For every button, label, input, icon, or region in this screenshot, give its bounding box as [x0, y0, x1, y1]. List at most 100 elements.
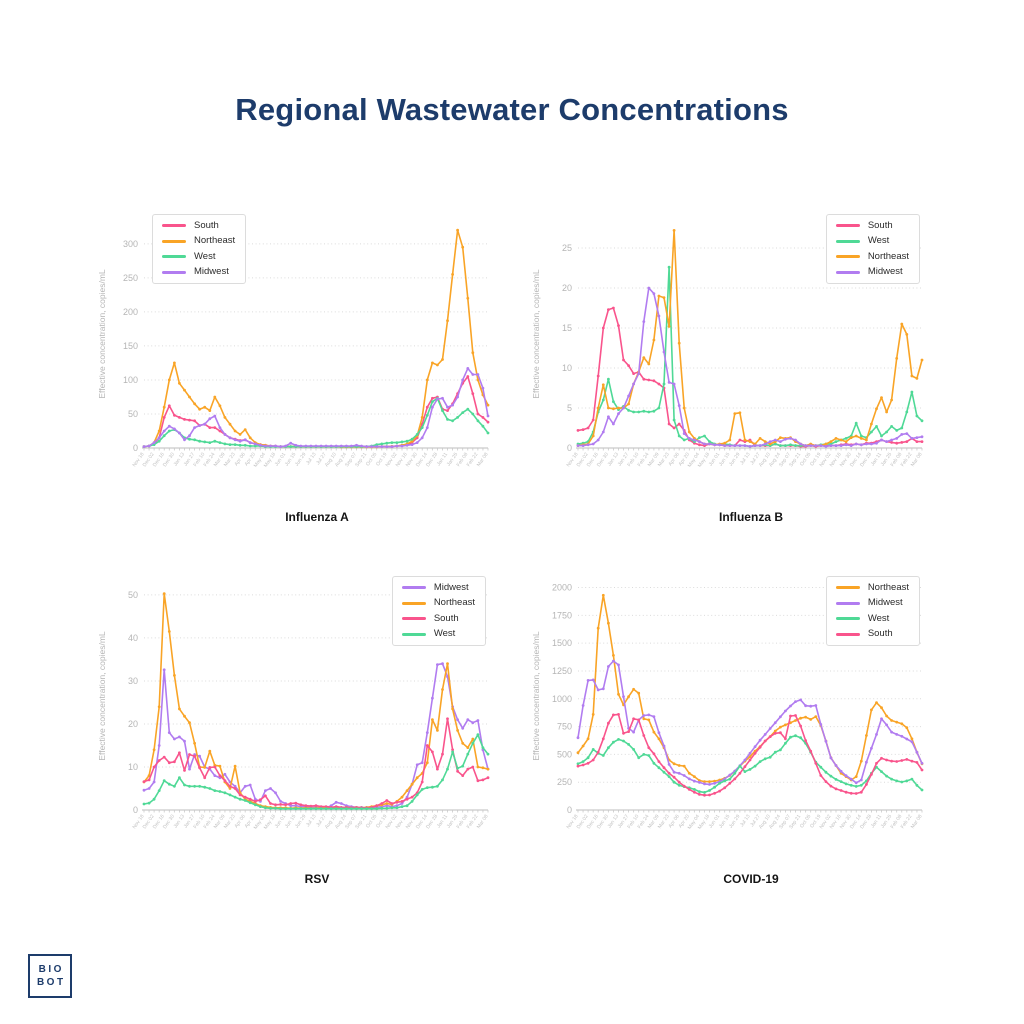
data-point-midwest	[819, 723, 823, 726]
legend-label-midwest: Midwest	[867, 597, 903, 609]
data-point-west	[657, 406, 661, 410]
data-point-midwest	[304, 444, 308, 448]
data-point-west	[768, 755, 772, 759]
data-point-west	[284, 807, 287, 811]
data-point-midwest	[662, 744, 666, 748]
data-point-midwest	[698, 781, 701, 784]
data-point-midwest	[612, 422, 615, 426]
data-point-midwest	[198, 754, 201, 758]
data-point-northeast	[642, 717, 646, 721]
data-point-midwest	[431, 405, 434, 409]
data-point-south	[682, 784, 686, 788]
data-point-midwest	[779, 715, 782, 719]
legend-swatch-south	[835, 632, 860, 636]
data-point-south	[617, 713, 620, 716]
data-point-midwest	[162, 429, 166, 433]
data-point-northeast	[208, 749, 212, 753]
data-point-west	[834, 778, 838, 781]
data-point-northeast	[425, 378, 429, 382]
data-point-west	[905, 779, 909, 783]
data-point-west	[662, 770, 666, 774]
data-point-south	[173, 760, 176, 764]
data-point-south	[591, 418, 595, 422]
data-point-midwest	[334, 800, 338, 804]
data-point-south	[436, 767, 439, 771]
data-point-west	[642, 753, 646, 756]
data-point-midwest	[839, 444, 843, 447]
data-point-south	[476, 412, 480, 416]
y-tick-label: 20	[128, 719, 138, 729]
data-point-west	[385, 441, 389, 445]
data-point-south	[844, 790, 848, 794]
data-point-south	[601, 737, 605, 741]
data-point-midwest	[410, 443, 414, 446]
influenza-a-legend: South Northeast West Midwest	[152, 214, 247, 284]
data-point-northeast	[859, 759, 863, 763]
data-point-northeast	[824, 442, 828, 446]
legend-item-south: South	[835, 628, 909, 640]
data-point-west	[425, 413, 429, 417]
data-point-west	[466, 407, 470, 411]
data-point-south	[667, 771, 671, 775]
data-point-midwest	[223, 433, 227, 436]
data-point-west	[859, 434, 863, 438]
data-point-west	[162, 779, 166, 783]
data-point-south	[733, 777, 737, 781]
data-point-west	[612, 740, 615, 744]
data-point-south	[657, 382, 661, 386]
data-point-west	[193, 438, 196, 442]
data-point-midwest	[218, 426, 222, 429]
data-point-south	[713, 791, 716, 795]
data-point-south	[576, 764, 580, 768]
data-point-west	[642, 409, 646, 413]
data-point-west	[915, 783, 919, 787]
data-point-northeast	[461, 245, 465, 249]
data-point-west	[304, 807, 308, 811]
data-point-west	[395, 806, 399, 810]
data-point-south	[865, 783, 868, 786]
data-point-northeast	[228, 422, 232, 426]
data-point-west	[799, 736, 802, 740]
data-point-midwest	[284, 444, 287, 448]
data-point-south	[652, 379, 656, 383]
data-point-midwest	[693, 779, 696, 783]
legend-label-midwest: Midwest	[867, 266, 903, 278]
data-point-midwest	[895, 437, 899, 440]
legend-label-west: West	[867, 235, 890, 247]
data-point-northeast	[657, 294, 661, 298]
data-point-northeast	[193, 741, 196, 745]
data-point-south	[622, 358, 625, 362]
data-point-midwest	[672, 770, 676, 774]
data-point-south	[178, 751, 181, 755]
data-point-northeast	[188, 721, 191, 725]
data-point-west	[243, 799, 247, 802]
legend-swatch-northeast	[401, 601, 426, 605]
data-point-northeast	[880, 396, 883, 399]
data-point-midwest	[576, 444, 580, 447]
data-point-south	[188, 418, 191, 422]
data-point-midwest	[799, 442, 802, 446]
data-point-south	[264, 794, 267, 798]
data-point-west	[410, 800, 414, 803]
data-point-midwest	[178, 431, 181, 435]
data-point-west	[248, 444, 252, 448]
data-point-south	[738, 771, 742, 775]
data-point-west	[198, 439, 201, 443]
data-point-northeast	[693, 775, 696, 778]
data-point-northeast	[885, 714, 888, 718]
data-point-south	[167, 404, 171, 408]
data-point-south	[188, 753, 191, 756]
data-point-northeast	[431, 718, 434, 722]
data-point-south	[481, 778, 485, 782]
data-point-northeast	[173, 674, 176, 677]
data-point-south	[425, 744, 429, 747]
data-point-midwest	[880, 717, 883, 721]
data-point-northeast	[687, 771, 691, 775]
data-point-west	[400, 805, 404, 808]
data-point-northeast	[627, 695, 630, 698]
data-point-northeast	[456, 729, 459, 732]
data-point-south	[248, 797, 252, 801]
data-point-northeast	[405, 789, 409, 792]
data-point-south	[596, 750, 600, 754]
data-point-northeast	[627, 402, 630, 406]
